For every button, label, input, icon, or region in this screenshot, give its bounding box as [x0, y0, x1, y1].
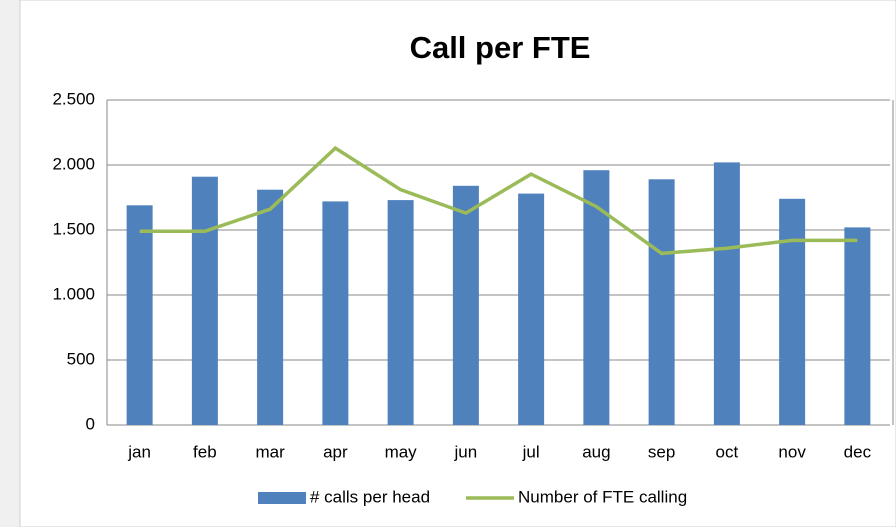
- x-tick-label: jun: [454, 442, 478, 461]
- bar: [257, 189, 284, 425]
- x-tick-label: feb: [193, 442, 217, 461]
- bar: [126, 205, 153, 425]
- x-tick-label: oct: [716, 442, 739, 461]
- y-tick-label: 500: [67, 349, 95, 368]
- x-tick-label: dec: [844, 442, 872, 461]
- x-tick-label: sep: [648, 442, 675, 461]
- bar: [518, 193, 545, 425]
- bar: [452, 185, 479, 425]
- x-tick-label: may: [385, 442, 418, 461]
- legend-swatch: [258, 492, 306, 504]
- y-tick-label: 0: [86, 414, 95, 433]
- y-tick-label: 1.000: [52, 284, 95, 303]
- bar: [191, 176, 218, 425]
- x-tick-label: aug: [582, 442, 610, 461]
- bar: [713, 162, 740, 425]
- chart-title: Call per FTE: [410, 30, 591, 65]
- x-tick-label: mar: [255, 442, 285, 461]
- bar: [844, 227, 871, 425]
- x-tick-label: jan: [127, 442, 151, 461]
- legend-label: Number of FTE calling: [518, 487, 687, 506]
- bar: [779, 198, 806, 425]
- y-tick-label: 2.500: [52, 89, 95, 108]
- y-tick-label: 2.000: [52, 154, 95, 173]
- legend-label: # calls per head: [310, 487, 430, 506]
- y-tick-label: 1.500: [52, 219, 95, 238]
- x-tick-label: apr: [323, 442, 348, 461]
- bar: [322, 201, 349, 425]
- x-tick-label: jul: [522, 442, 540, 461]
- x-tick-label: nov: [778, 442, 806, 461]
- bar: [387, 200, 414, 425]
- line: [139, 145, 858, 256]
- bar: [648, 179, 675, 425]
